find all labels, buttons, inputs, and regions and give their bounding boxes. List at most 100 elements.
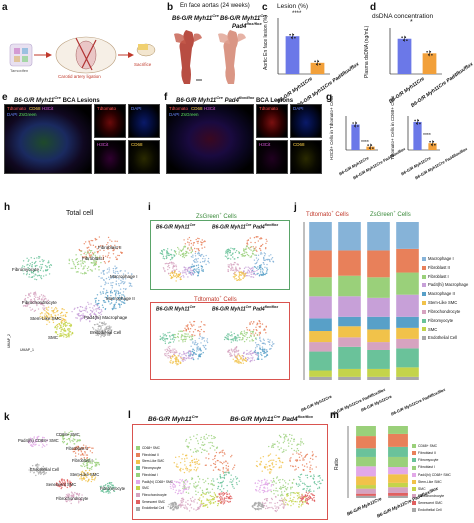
- umap-point: [92, 262, 94, 264]
- umap-point: [84, 241, 87, 243]
- umap-point: [165, 262, 168, 265]
- umap-point: [186, 469, 188, 471]
- umap-point: [66, 311, 68, 314]
- umap-point: [97, 306, 100, 309]
- umap-point: [111, 287, 113, 289]
- umap-point: [92, 326, 94, 329]
- umap-point: [244, 275, 246, 277]
- umap-point: [260, 351, 262, 354]
- umap-point: [194, 334, 196, 337]
- umap-point: [131, 285, 133, 287]
- umap-point: [255, 236, 258, 238]
- umap-point: [193, 272, 195, 275]
- umap-point: [183, 483, 185, 485]
- legend-label: Stem-Like SMC: [428, 300, 458, 306]
- umap-point: [248, 336, 251, 339]
- umap-point: [243, 273, 245, 276]
- umap-point: [198, 270, 200, 272]
- umap-point: [195, 238, 197, 241]
- umap-point: [265, 326, 267, 328]
- umap-point: [249, 331, 252, 333]
- umap-point: [281, 500, 284, 503]
- umap-point: [64, 314, 67, 316]
- umap-point: [201, 489, 204, 492]
- legend-label: Endothelial Cell: [142, 506, 165, 511]
- umap-point: [255, 502, 258, 505]
- umap-point: [253, 504, 255, 506]
- umap-point: [262, 342, 265, 345]
- umap-point: [238, 273, 241, 275]
- umap-point: [71, 332, 74, 335]
- cluster-label-fibromyocyte: Fibromyocyte: [12, 267, 40, 272]
- umap-point: [36, 470, 38, 473]
- umap-point: [102, 292, 104, 295]
- umap-point: [282, 494, 284, 497]
- umap-point: [172, 336, 175, 338]
- umap-point: [80, 272, 82, 274]
- umap-point: [95, 238, 98, 241]
- umap-point: [287, 445, 290, 447]
- umap-point: [55, 324, 58, 327]
- umap-point: [38, 297, 40, 299]
- umap-point: [40, 276, 42, 278]
- umap-point: [203, 324, 205, 326]
- umap-point: [288, 442, 290, 444]
- umap-point: [234, 278, 236, 280]
- panel-l-legend: CD68+ SMC Fibroblast II Stem-Like SMC Fibro…: [136, 446, 180, 511]
- umap-point: [70, 267, 72, 270]
- umap-point: [195, 470, 197, 472]
- umap-point: [109, 292, 112, 294]
- umap-point: [171, 502, 173, 505]
- umap-point: [196, 268, 198, 270]
- umap-point: [28, 440, 30, 442]
- umap-point: [187, 247, 189, 250]
- umap-point: [47, 319, 49, 322]
- en-face-aortas-image: [174, 30, 246, 84]
- umap-point: [191, 337, 194, 340]
- umap-point: [78, 260, 80, 263]
- umap-point: [48, 265, 51, 267]
- bar: [397, 38, 412, 74]
- umap-point: [94, 477, 96, 480]
- umap-point: [314, 482, 316, 485]
- umap-point: [97, 330, 99, 332]
- legend-swatch: [136, 459, 140, 464]
- umap-point: [39, 313, 42, 315]
- umap-point: [249, 334, 252, 336]
- umap-point: [210, 441, 212, 444]
- umap-point: [84, 450, 86, 453]
- umap-point: [97, 323, 99, 325]
- umap-point: [183, 266, 185, 268]
- umap-point: [180, 275, 183, 278]
- umap-point: [37, 466, 39, 468]
- umap-point: [80, 499, 82, 501]
- umap-point: [191, 496, 194, 498]
- umap-point: [169, 258, 172, 261]
- umap-point: [165, 257, 168, 260]
- umap-point: [175, 276, 178, 279]
- umap-point: [60, 329, 62, 331]
- legend-label: Stem-Like SMC: [418, 479, 442, 484]
- umap-point: [28, 273, 31, 276]
- umap-point: [257, 356, 260, 358]
- umap-point: [187, 357, 189, 359]
- umap-point: [182, 490, 185, 492]
- umap-point: [256, 345, 258, 348]
- umap-point: [114, 240, 116, 242]
- umap-point: [303, 501, 305, 503]
- umap-point: [55, 306, 57, 309]
- legend-swatch: [422, 265, 426, 270]
- umap-point: [96, 461, 98, 464]
- umap-point: [202, 441, 204, 443]
- umap-point: [86, 247, 88, 249]
- umap-point: [217, 481, 219, 484]
- umap-point: [254, 332, 257, 334]
- legend-swatch: [412, 479, 416, 484]
- umap-point: [66, 335, 68, 337]
- umap-point: [238, 336, 240, 338]
- umap-point: [280, 491, 283, 493]
- umap-point: [81, 260, 84, 262]
- umap-point: [230, 268, 233, 270]
- umap-point: [298, 456, 301, 458]
- umap-point: [45, 311, 47, 313]
